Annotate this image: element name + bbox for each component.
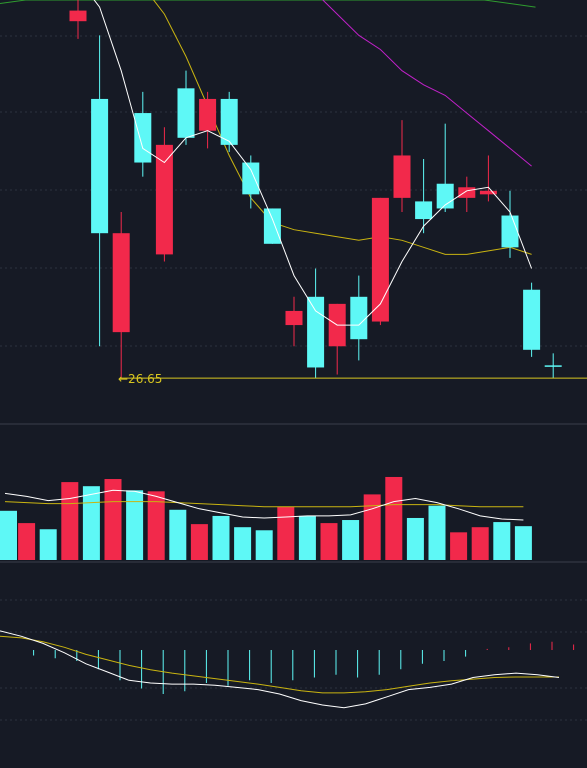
- candle-body: [69, 10, 87, 22]
- candle-14: [371, 197, 389, 326]
- ma-long-line: [322, 0, 532, 167]
- volume-bar-4: [82, 486, 100, 560]
- candle-4: [155, 127, 173, 262]
- volume-bar-9: [190, 524, 208, 560]
- candle-21: [523, 282, 541, 357]
- candle-10: [285, 296, 303, 347]
- macd-dif-line: [0, 630, 560, 709]
- candle-body: [479, 190, 497, 195]
- candle-18: [458, 176, 476, 212]
- candle-2: [112, 212, 130, 379]
- candle-body: [523, 289, 541, 350]
- volume-bar-1: [18, 523, 36, 560]
- volume-bar-12: [255, 530, 273, 560]
- candles: [69, 0, 562, 379]
- volume-bars: [0, 476, 532, 560]
- volume-bar-0: [0, 510, 17, 560]
- candle-body: [91, 98, 109, 234]
- volume-bar-16: [342, 520, 360, 560]
- candle-22: [544, 353, 562, 379]
- candle-15: [393, 120, 411, 212]
- candle-11: [307, 268, 325, 379]
- volume-bar-5: [104, 479, 122, 560]
- volume-bar-3: [61, 482, 79, 560]
- candle-3: [134, 91, 152, 177]
- volume-bar-17: [363, 494, 381, 560]
- candle-body: [458, 187, 476, 198]
- candle-body: [177, 88, 195, 138]
- volume-bar-21: [450, 532, 468, 560]
- candle-body: [220, 98, 238, 145]
- candle-7: [220, 91, 238, 152]
- candle-body: [199, 98, 217, 131]
- volume-bar-24: [514, 526, 532, 560]
- candle-0: [69, 0, 87, 39]
- candle-9: [263, 208, 281, 244]
- volume-ma-b-line: [4, 501, 524, 508]
- candle-body: [112, 233, 130, 333]
- volume-panel: [0, 476, 532, 560]
- volume-bar-8: [169, 509, 187, 560]
- candle-body: [415, 201, 433, 220]
- candle-1: [91, 35, 109, 347]
- candle-body: [155, 144, 173, 255]
- volume-bar-10: [212, 515, 230, 560]
- candle-body: [307, 296, 325, 368]
- candle-16: [415, 159, 433, 234]
- volume-bar-15: [320, 523, 338, 560]
- volume-bar-14: [298, 515, 316, 560]
- volume-bar-2: [39, 529, 57, 560]
- volume-bar-18: [385, 476, 403, 560]
- volume-bar-19: [406, 517, 424, 560]
- candle-body: [501, 215, 519, 248]
- candle-body: [134, 113, 152, 163]
- candle-body: [350, 296, 368, 340]
- candle-5: [177, 70, 195, 145]
- candle-body: [393, 155, 411, 198]
- ma-short-line: [93, 0, 533, 326]
- volume-bar-11: [234, 527, 252, 560]
- volume-ma-a-line: [4, 489, 524, 521]
- candle-body: [371, 197, 389, 322]
- volume-bar-22: [471, 527, 489, 560]
- volume-bar-23: [493, 522, 511, 560]
- volume-bar-20: [428, 505, 446, 560]
- low-price-label: ←26.65: [118, 372, 162, 386]
- volume-bar-13: [277, 506, 295, 560]
- candle-13: [350, 275, 368, 361]
- candle-6: [199, 91, 217, 149]
- macd-histogram: [33, 641, 575, 694]
- candle-body: [242, 162, 260, 195]
- candle-8: [242, 155, 260, 209]
- candle-body: [544, 365, 562, 367]
- candle-body: [285, 310, 303, 326]
- candle-19: [479, 155, 497, 202]
- price-panel: ←26.65: [0, 0, 587, 386]
- candle-body: [263, 208, 281, 244]
- macd-panel: [0, 630, 575, 709]
- volume-bar-6: [126, 490, 144, 560]
- volume-bar-7: [147, 491, 165, 560]
